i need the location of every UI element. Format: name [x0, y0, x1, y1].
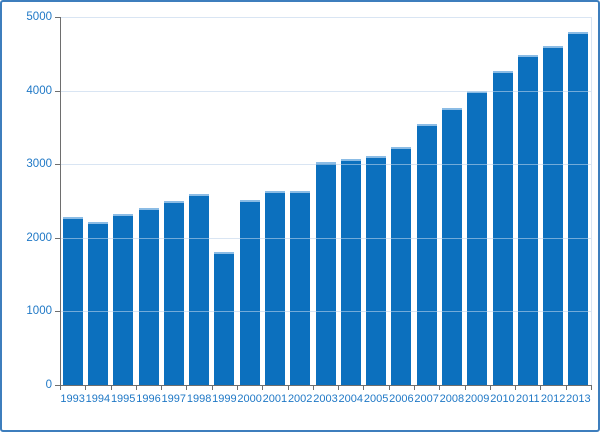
- x-axis-tick-8: [262, 385, 264, 390]
- x-axis-tick-14: [414, 385, 415, 390]
- bar-2001: [264, 191, 285, 385]
- bar-2008: [441, 108, 462, 385]
- gridline-over-bars-2000: [60, 237, 591, 239]
- x-axis-tick-2: [110, 385, 112, 390]
- y-axis-line: [60, 17, 61, 386]
- y-axis-tick-3000: [55, 164, 60, 166]
- x-tick-label-1998: 1998: [186, 393, 212, 405]
- x-tick-label-1996: 1996: [136, 393, 161, 405]
- x-tick-label-2008: 2008: [439, 393, 465, 405]
- bar-1994: [87, 222, 108, 385]
- bar-1999: [214, 252, 235, 385]
- x-tick-label-1993: 1993: [60, 393, 85, 405]
- x-axis-tick-3: [135, 385, 137, 390]
- plot-right-edge: [591, 17, 592, 385]
- x-tick-label-1997: 1997: [161, 393, 187, 405]
- x-axis-tick-0: [60, 385, 61, 390]
- bar-2005: [366, 156, 387, 385]
- bar-1993: [62, 217, 83, 385]
- x-tick-label-2011: 2011: [515, 393, 540, 405]
- y-tick-label-5000: 5000: [26, 11, 52, 23]
- x-axis-tick-12: [363, 385, 365, 390]
- bar-2003: [315, 162, 336, 385]
- gridline-over-bars-3000: [60, 164, 591, 166]
- x-tick-label-2006: 2006: [389, 393, 414, 405]
- x-axis-tick-4: [161, 385, 163, 390]
- x-axis-tick-6: [211, 385, 213, 390]
- gridline-over-bars-4000: [60, 90, 591, 92]
- bar-2004: [340, 159, 361, 385]
- x-tick-label-2005: 2005: [363, 393, 389, 405]
- bar-1995: [113, 214, 134, 385]
- y-tick-label-0: 0: [45, 379, 52, 391]
- bar-2007: [416, 124, 437, 385]
- x-axis-tick-10: [312, 385, 314, 390]
- bar-2011: [517, 55, 538, 385]
- bar-2012: [543, 46, 564, 385]
- x-tick-label-2002: 2002: [287, 393, 313, 405]
- bar-2006: [391, 147, 412, 385]
- x-axis-tick-16: [464, 385, 466, 390]
- x-axis-tick-13: [388, 385, 390, 390]
- x-axis-tick-9: [287, 385, 289, 390]
- x-tick-label-1994: 1994: [85, 393, 111, 405]
- gridline-over-bars-5000: [60, 17, 591, 18]
- bar-2002: [290, 191, 311, 385]
- bar-1996: [138, 208, 159, 385]
- x-tick-label-2010: 2010: [490, 393, 515, 405]
- x-tick-label-1999: 1999: [212, 393, 237, 405]
- x-axis-tick-15: [439, 385, 441, 390]
- x-axis-tick-1: [85, 385, 87, 390]
- x-axis-tick-7: [237, 385, 238, 390]
- x-tick-label-2009: 2009: [464, 393, 490, 405]
- x-axis-line: [55, 385, 591, 386]
- x-axis-tick-18: [515, 385, 517, 390]
- gridline-over-bars-1000: [60, 311, 591, 313]
- bar-2010: [492, 71, 513, 385]
- x-tick-label-2003: 2003: [313, 393, 338, 405]
- x-tick-label-2000: 2000: [237, 393, 262, 405]
- y-tick-label-2000: 2000: [26, 231, 52, 244]
- bar-1998: [189, 194, 210, 385]
- y-axis-tick-4000: [55, 90, 60, 92]
- y-tick-label-3000: 3000: [26, 158, 52, 171]
- x-axis-tick-19: [540, 385, 542, 390]
- y-axis-tick-2000: [55, 237, 60, 239]
- bar-1997: [163, 201, 184, 385]
- bar-2013: [568, 32, 589, 385]
- x-tick-label-2004: 2004: [338, 393, 364, 405]
- x-tick-label-2001: 2001: [262, 393, 288, 405]
- x-axis-tick-11: [338, 385, 340, 390]
- x-axis-tick-20: [565, 385, 567, 390]
- y-tick-label-1000: 1000: [26, 305, 52, 318]
- y-axis-tick-1000: [55, 311, 60, 313]
- y-axis-tick-5000: [55, 17, 60, 18]
- x-tick-label-2012: 2012: [540, 393, 566, 405]
- x-tick-label-2007: 2007: [414, 393, 439, 405]
- x-tick-label-1995: 1995: [110, 393, 136, 405]
- bar-2000: [239, 200, 260, 385]
- x-axis-tick-21: [591, 385, 592, 390]
- x-tick-label-2013: 2013: [566, 393, 591, 405]
- x-axis-tick-5: [186, 385, 188, 390]
- y-tick-label-4000: 4000: [26, 84, 52, 97]
- x-axis-tick-17: [489, 385, 491, 390]
